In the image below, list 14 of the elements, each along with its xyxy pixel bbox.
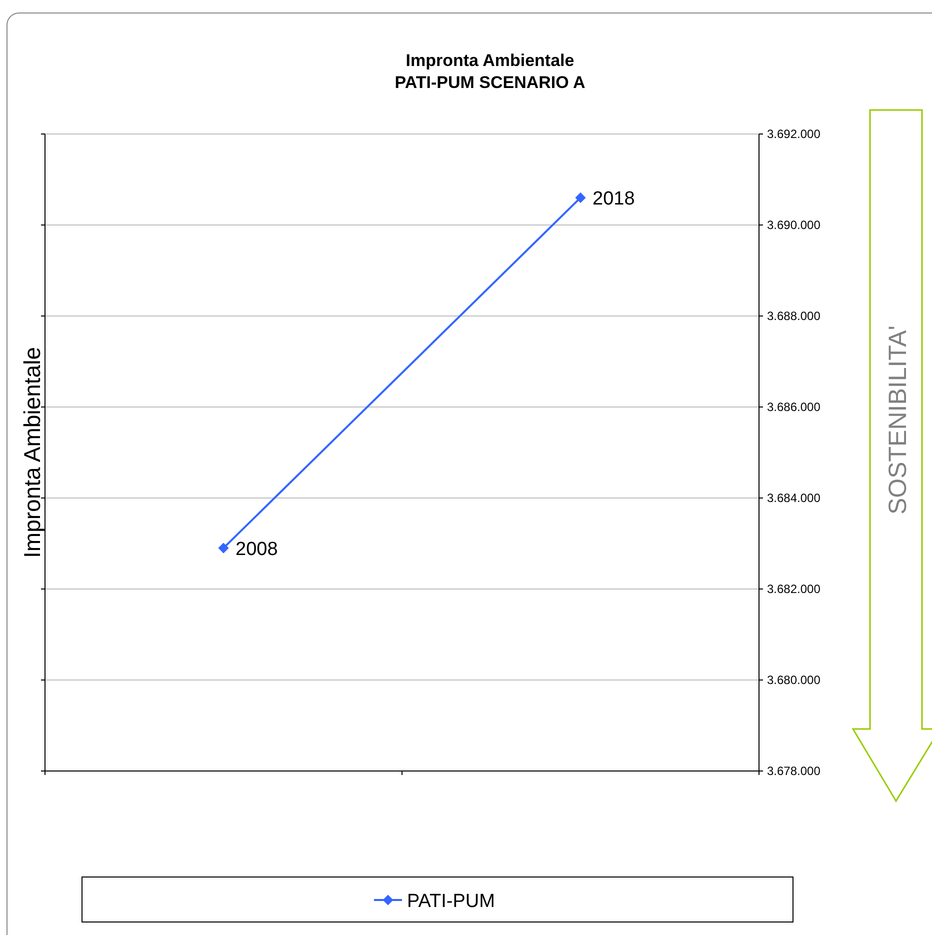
y-tick-label: 3.688.000	[767, 309, 821, 323]
y-tick-label: 3.682.000	[767, 582, 821, 596]
y-axis-title: Impronta Ambientale	[19, 347, 45, 558]
chart-title: Impronta Ambientale PATI-PUM SCENARIO A	[394, 51, 586, 92]
y-tick-label: 3.680.000	[767, 673, 821, 687]
y-tick-label: 3.692.000	[767, 127, 821, 141]
y-tick-label: 3.686.000	[767, 400, 821, 414]
text: SOSTENIBILITA'	[884, 325, 912, 515]
y-tick-label: 3.678.000	[767, 764, 821, 778]
y-tick-label: 3.684.000	[767, 491, 821, 505]
annotation: 2008	[236, 539, 278, 560]
y-tick-label: 3.690.000	[767, 218, 821, 232]
legend-label: PATI-PUM	[407, 891, 495, 912]
annotation: 2018	[592, 188, 635, 210]
